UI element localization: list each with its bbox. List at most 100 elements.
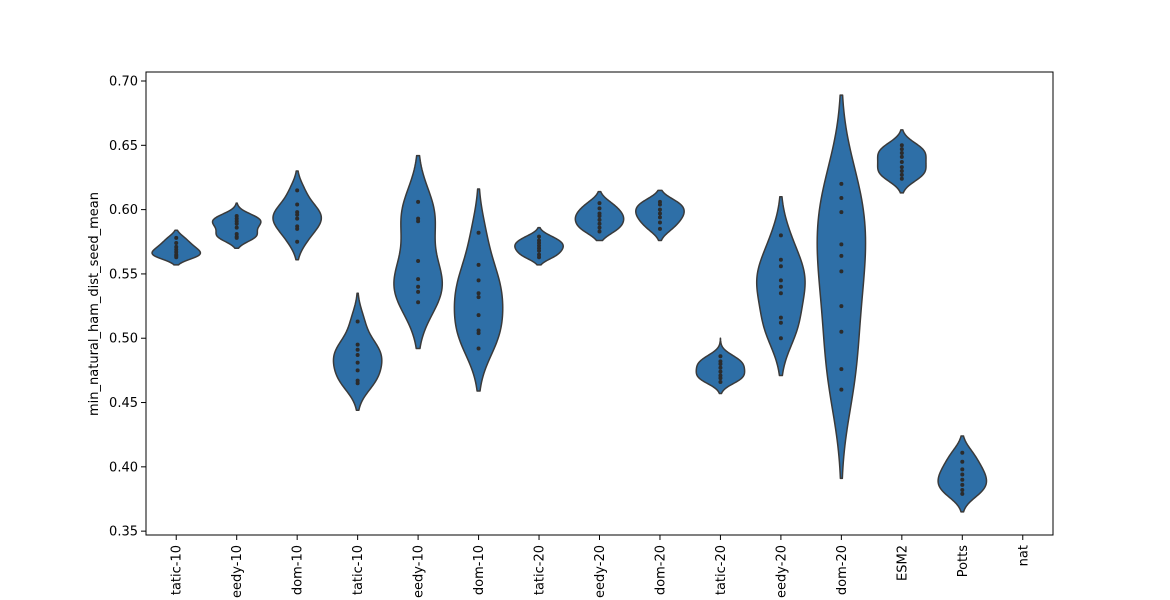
violin-point	[174, 235, 179, 240]
violin-point	[476, 278, 481, 283]
x-tick-label: nat	[1016, 545, 1031, 566]
violin-body	[816, 94, 867, 480]
violin-point	[899, 172, 904, 177]
violin-point	[839, 387, 844, 392]
violin-point	[295, 226, 300, 231]
y-tick-label: 0.55	[109, 267, 138, 282]
violin-point	[899, 169, 904, 174]
violin-point	[416, 289, 421, 294]
y-tick-label: 0.45	[109, 396, 138, 411]
violin-point	[355, 347, 360, 352]
x-tick-label: dom-20	[653, 545, 668, 595]
x-tick-label: eedy-10	[230, 545, 245, 598]
x-tick-label: dom-20	[835, 545, 850, 595]
violin-body	[453, 188, 504, 392]
violin-point	[416, 300, 421, 305]
violin-point	[718, 369, 723, 374]
x-tick-label: eedy-20	[774, 545, 789, 598]
violin-point	[657, 220, 662, 225]
violin-point	[839, 253, 844, 258]
violin-point	[355, 360, 360, 365]
violin-point	[476, 346, 481, 351]
x-tick-label: dom-10	[472, 545, 487, 595]
violin-point	[476, 291, 481, 296]
violin-point	[597, 217, 602, 222]
violin-point	[597, 229, 602, 234]
violin-point	[839, 367, 844, 372]
violin-point	[355, 352, 360, 357]
violin-point	[960, 477, 965, 482]
violin-point	[778, 291, 783, 296]
violin-point	[476, 331, 481, 336]
y-tick-label: 0.40	[109, 460, 138, 475]
violin-point	[234, 235, 239, 240]
violin-point	[899, 176, 904, 181]
violin-point	[597, 214, 602, 219]
violins-layer	[151, 94, 988, 513]
violin-point	[778, 336, 783, 341]
violin-point	[355, 342, 360, 347]
violin-point	[839, 196, 844, 201]
violin-point	[537, 255, 542, 260]
violin-point	[174, 255, 179, 260]
x-tick-label: ESM2	[895, 545, 910, 581]
violin-point	[960, 491, 965, 496]
x-tick-label: dom-10	[291, 545, 306, 595]
x-tick-label: Potts	[956, 545, 971, 578]
violin-point	[778, 257, 783, 262]
y-axis-label: min_natural_ham_dist_seed_mean	[87, 192, 102, 416]
violin-point	[476, 230, 481, 235]
x-tick-label: tatic-10	[170, 545, 185, 595]
x-tick-label: eedy-20	[593, 545, 608, 598]
violin-point	[174, 241, 179, 246]
x-tick-label: tatic-20	[714, 545, 729, 595]
violin-point	[960, 482, 965, 487]
violin-point	[295, 202, 300, 207]
x-tick-label: tatic-20	[533, 545, 548, 595]
violin-point	[960, 472, 965, 477]
violin-point	[899, 154, 904, 159]
x-axis: tatic-10 eedy-10 dom-10 tatic-10 eedy-10 dom-…	[170, 535, 1031, 598]
violin-point	[476, 262, 481, 267]
violin-point	[718, 379, 723, 384]
violin-point	[234, 221, 239, 226]
violin-point	[899, 165, 904, 170]
violin-point	[839, 304, 844, 309]
violin-point	[597, 201, 602, 206]
violin-point	[960, 467, 965, 472]
violin-point	[295, 239, 300, 244]
violin-point	[657, 207, 662, 212]
x-tick-label: tatic-10	[351, 545, 366, 595]
violin-point	[476, 313, 481, 318]
violin-point	[718, 361, 723, 366]
violin-point	[778, 278, 783, 283]
violin-point	[657, 202, 662, 207]
plot-frame	[145, 71, 1054, 536]
violin-point	[657, 226, 662, 231]
violin-point	[778, 233, 783, 238]
violin-point	[295, 188, 300, 193]
violin-point	[718, 376, 723, 381]
violin-point	[657, 211, 662, 216]
violin-point	[718, 354, 723, 359]
violin-point	[778, 264, 783, 269]
violin-point	[839, 269, 844, 274]
violin-point	[416, 277, 421, 282]
violin-point	[960, 450, 965, 455]
violin-point	[899, 160, 904, 165]
y-tick-label: 0.65	[109, 139, 138, 154]
violin-point	[839, 181, 844, 186]
violin-point	[234, 225, 239, 230]
violin-point	[295, 216, 300, 221]
violin-point	[416, 259, 421, 264]
y-tick-label: 0.50	[109, 332, 138, 347]
violin-point	[899, 147, 904, 152]
violin-point	[839, 210, 844, 215]
violin-point	[537, 234, 542, 239]
violin-point	[960, 459, 965, 464]
violin-point	[537, 248, 542, 253]
violin-point	[778, 315, 783, 320]
violin-point	[355, 319, 360, 324]
violin-point	[778, 320, 783, 325]
